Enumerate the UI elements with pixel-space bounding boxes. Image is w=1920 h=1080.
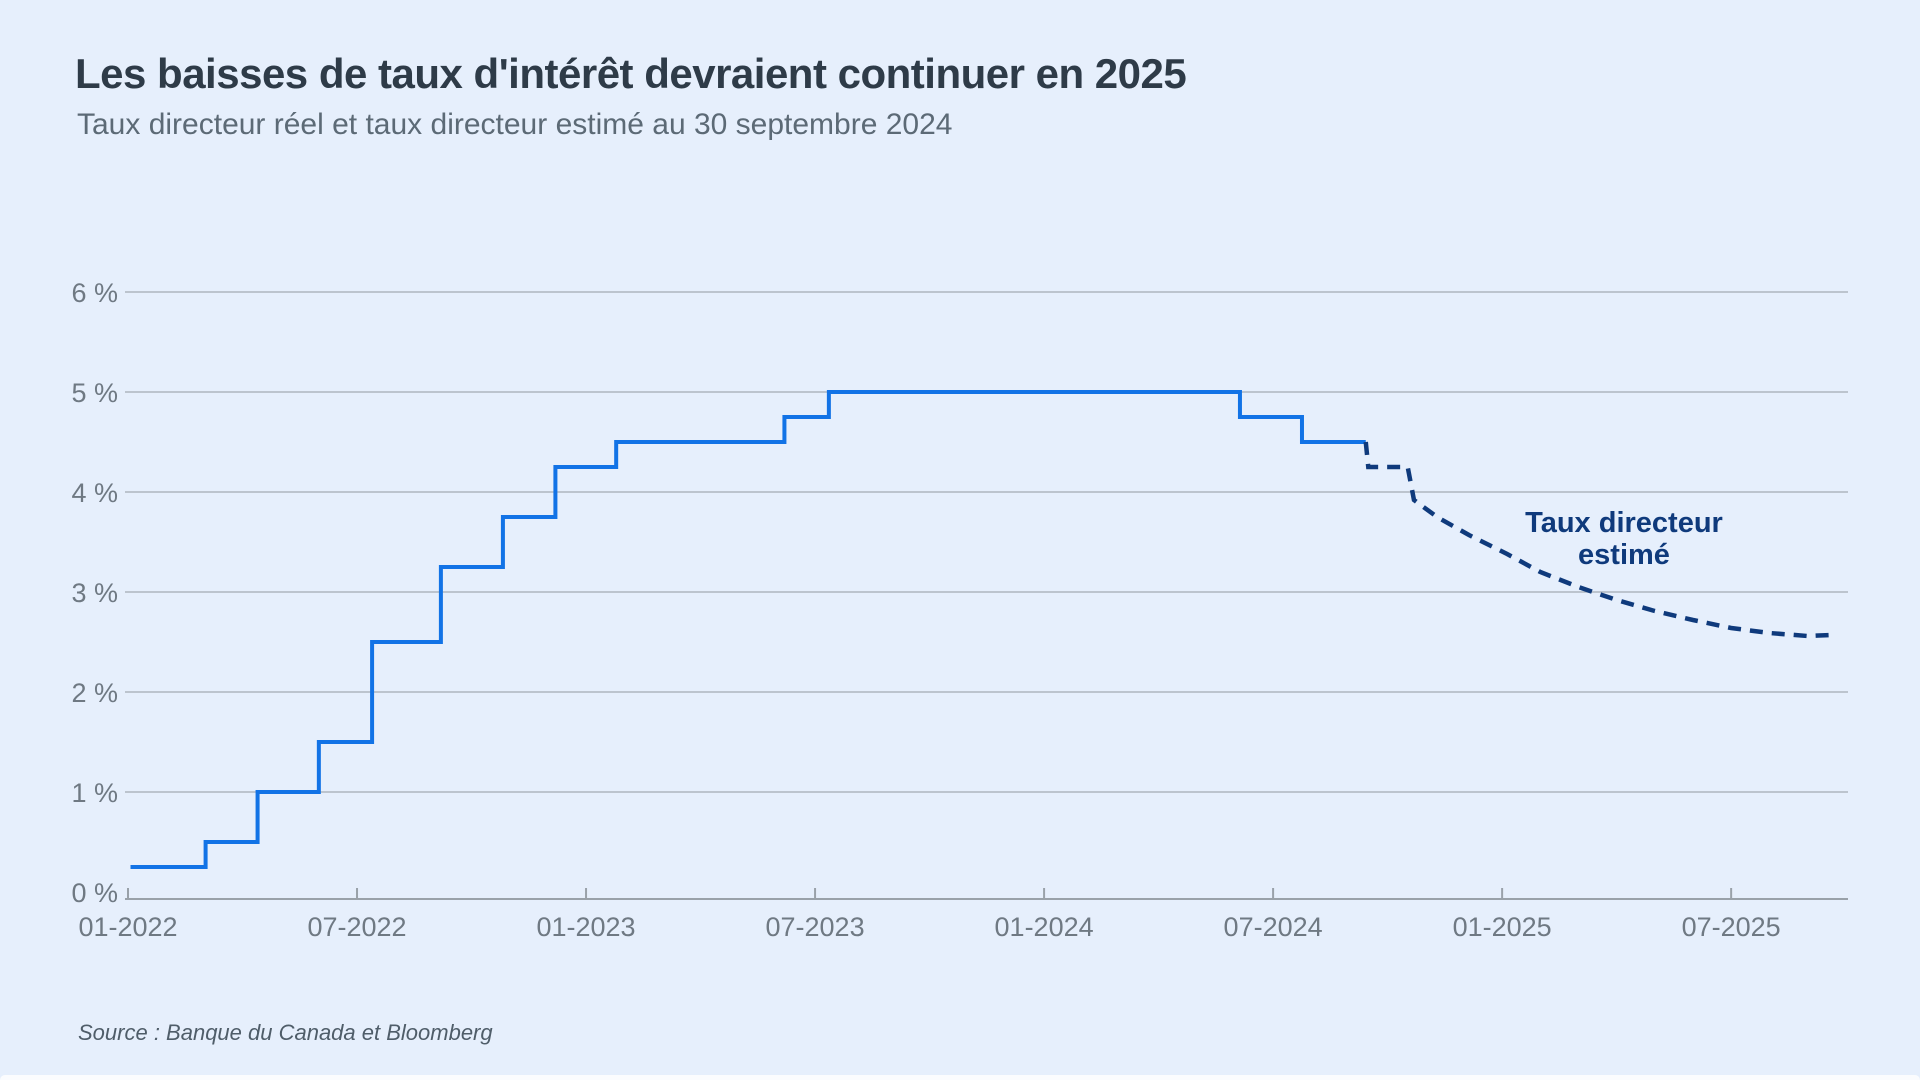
x-tick-label: 07-2024 xyxy=(1224,912,1323,942)
x-tick-label: 01-2024 xyxy=(995,912,1094,942)
y-tick-label: 6 % xyxy=(71,278,118,308)
x-tick-label: 01-2023 xyxy=(536,912,635,942)
annotation-line2: estimé xyxy=(1578,538,1670,571)
annotation-line1: Taux directeur xyxy=(1525,507,1723,539)
y-tick-label: 5 % xyxy=(71,378,118,408)
window-bottom-edge xyxy=(0,1075,1920,1080)
estimated-rate-annotation: Taux directeur estimé xyxy=(1525,507,1723,572)
x-tick-label: 01-2025 xyxy=(1453,912,1552,942)
x-tick-label: 07-2022 xyxy=(307,912,406,942)
page-subtitle: Taux directeur réel et taux directeur es… xyxy=(77,108,953,141)
y-tick-label: 0 % xyxy=(71,878,118,908)
x-tick-label: 01-2022 xyxy=(78,912,177,942)
page-title: Les baisses de taux d'intérêt devraient … xyxy=(75,50,1187,97)
actual-rate-line xyxy=(130,390,1366,869)
y-tick-label: 3 % xyxy=(71,578,118,608)
y-tick-label: 4 % xyxy=(71,478,118,508)
source-credit: Source : Banque du Canada et Bloomberg xyxy=(78,1020,493,1045)
estimated-rate-line xyxy=(1363,441,1832,639)
x-tick-label: 07-2023 xyxy=(766,912,865,942)
x-tick-label: 07-2025 xyxy=(1682,912,1781,942)
y-tick-label: 2 % xyxy=(71,678,118,708)
y-tick-label: 1 % xyxy=(71,778,118,808)
